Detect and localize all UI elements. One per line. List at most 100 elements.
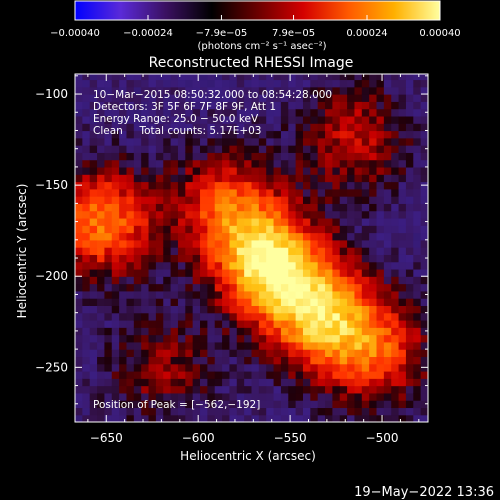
heatmap-cell <box>82 181 91 190</box>
heatmap-cell <box>104 378 113 387</box>
heatmap-cell <box>185 225 194 234</box>
heatmap-cell <box>325 247 333 255</box>
heatmap-cell <box>325 152 333 161</box>
heatmap-cell <box>273 392 282 401</box>
heatmap-cell <box>111 268 120 277</box>
heatmap-cell <box>236 334 245 343</box>
heatmap-cell <box>75 166 83 175</box>
heatmap-cell <box>354 115 363 124</box>
heatmap-cell <box>200 123 208 132</box>
heatmap-cell <box>126 312 135 321</box>
heatmap-cell <box>222 247 231 255</box>
heatmap-cell <box>266 123 275 132</box>
heatmap-cell <box>155 86 164 95</box>
heatmap-cell <box>214 74 223 81</box>
heatmap-cell <box>332 181 341 190</box>
heatmap-cell <box>207 370 216 379</box>
heatmap-cell <box>236 86 245 95</box>
heatmap-cell <box>354 101 363 110</box>
heatmap-cell <box>75 334 83 343</box>
heatmap-cell <box>251 334 260 343</box>
heatmap-cell <box>126 196 135 204</box>
heatmap-cell <box>376 327 385 336</box>
heatmap-cell <box>163 378 172 387</box>
heatmap-cell <box>332 152 341 161</box>
heatmap-cell <box>82 145 91 153</box>
heatmap-cell <box>332 188 341 197</box>
heatmap-cell <box>104 268 113 277</box>
heatmap-cell <box>82 349 91 358</box>
heatmap-cell <box>413 407 422 416</box>
heatmap-cell <box>222 101 231 110</box>
heatmap-cell <box>214 400 223 409</box>
image-annotations: 10−Mar−2015 08:50:32.000 to 08:54:28.000… <box>93 89 332 411</box>
heatmap-cell <box>229 152 238 161</box>
heatmap-cell <box>200 137 208 146</box>
heatmap-cell <box>266 217 275 226</box>
heatmap-cell <box>163 327 172 336</box>
heatmap-cell <box>420 101 428 110</box>
heatmap-cell <box>192 349 201 358</box>
heatmap-cell <box>111 319 120 328</box>
heatmap-cell <box>163 94 172 102</box>
heatmap-cell <box>185 247 194 255</box>
heatmap-cell <box>273 261 282 270</box>
heatmap-cell <box>170 159 179 168</box>
heatmap-cell <box>89 181 98 190</box>
heatmap-cell <box>155 334 164 343</box>
heatmap-cell <box>236 341 245 350</box>
heatmap-cell <box>339 86 348 95</box>
heatmap-cell <box>148 79 157 88</box>
heatmap-cell <box>82 407 91 416</box>
heatmap-cell <box>244 407 253 416</box>
heatmap-cell <box>405 356 414 365</box>
heatmap-cell <box>266 79 275 88</box>
heatmap-cell <box>339 137 348 146</box>
heatmap-cell <box>391 370 400 379</box>
heatmap-cell <box>354 123 363 132</box>
heatmap-cell <box>347 268 356 277</box>
heatmap-cell <box>163 232 172 241</box>
heatmap-cell <box>126 305 135 314</box>
heatmap-cell <box>89 254 98 263</box>
heatmap-cell <box>82 159 91 168</box>
heatmap-cell <box>339 74 348 81</box>
heatmap-cell <box>325 94 333 102</box>
heatmap-cell <box>361 108 370 117</box>
heatmap-cell <box>383 217 392 226</box>
heatmap-cell <box>413 356 422 365</box>
heatmap-cell <box>104 94 113 102</box>
heatmap-cell <box>170 196 179 204</box>
heatmap-cell <box>413 341 422 350</box>
heatmap-cell <box>369 115 378 124</box>
heatmap-cell <box>332 276 341 285</box>
heatmap-cell <box>369 232 378 241</box>
heatmap-cell <box>420 203 428 212</box>
heatmap-cell <box>82 276 91 285</box>
heatmap-cell <box>347 101 356 110</box>
heatmap-cell <box>354 152 363 161</box>
heatmap-cell <box>148 370 157 379</box>
heatmap-cell <box>236 276 245 285</box>
heatmap-cell <box>244 349 253 358</box>
heatmap-cell <box>155 166 164 175</box>
heatmap-cell <box>361 196 370 204</box>
heatmap-cell <box>119 261 128 270</box>
heatmap-cell <box>420 268 428 277</box>
heatmap-cell <box>347 378 356 387</box>
heatmap-cell <box>332 145 341 153</box>
heatmap-cell <box>192 159 201 168</box>
heatmap-cell <box>310 225 319 234</box>
x-tick-label: −650 <box>90 431 123 445</box>
heatmap-cell <box>97 101 106 110</box>
heatmap-cell <box>155 261 164 270</box>
heatmap-cell <box>325 123 333 132</box>
heatmap-cell <box>222 356 231 365</box>
heatmap-cell <box>376 137 385 146</box>
heatmap-cell <box>310 349 319 358</box>
heatmap-cell <box>295 290 304 299</box>
heatmap-cell <box>75 123 83 132</box>
heatmap-cell <box>354 94 363 102</box>
heatmap-cell <box>236 166 245 175</box>
heatmap-cell <box>185 196 194 204</box>
